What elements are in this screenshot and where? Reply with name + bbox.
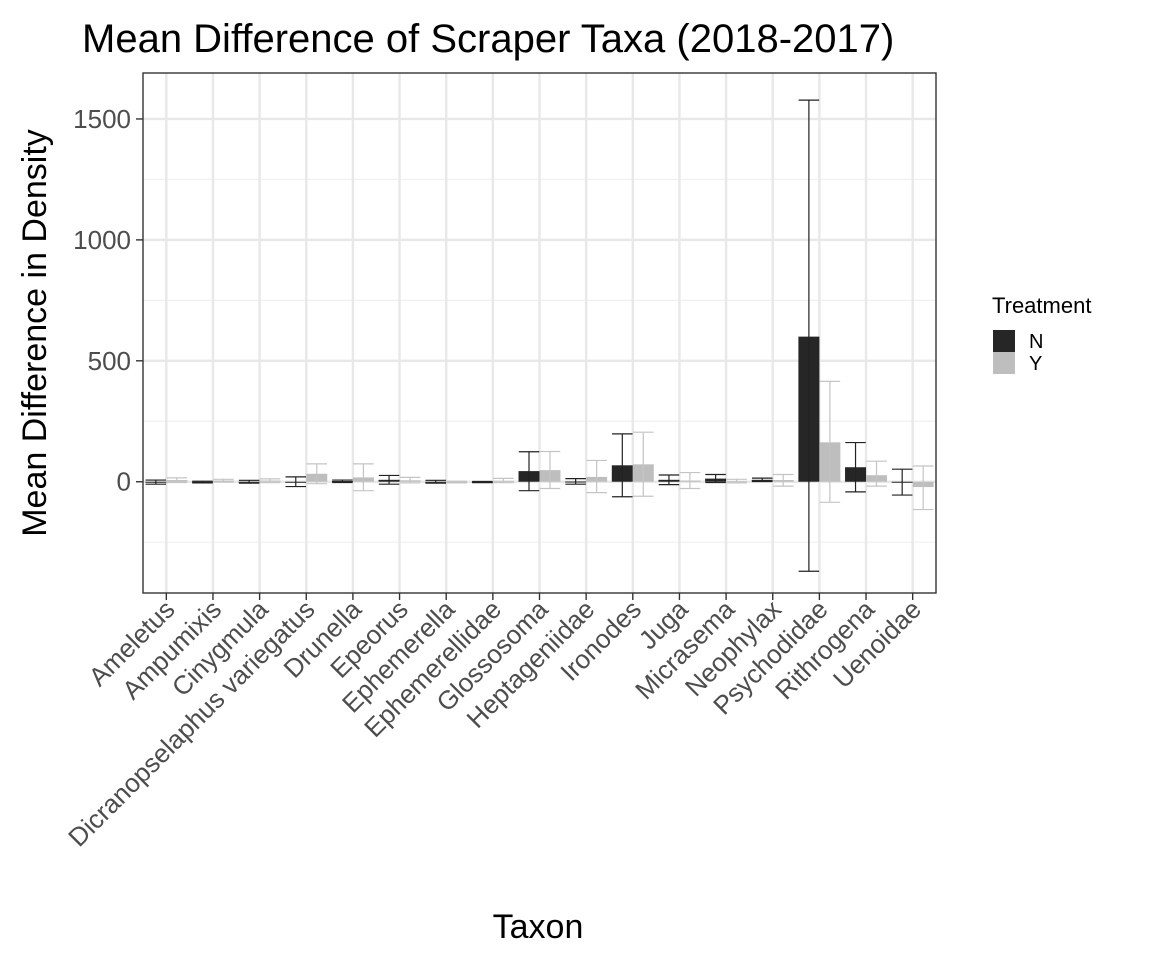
y-tick-label: 0 xyxy=(117,467,131,497)
y-axis-label: Mean Difference in Density xyxy=(16,129,54,537)
legend: Treatment N Y xyxy=(992,293,1091,375)
legend-title: Treatment xyxy=(992,293,1091,318)
y-tick-label: 1500 xyxy=(73,104,131,134)
y-tick-label: 500 xyxy=(88,346,131,376)
legend-label-y: Y xyxy=(1029,353,1042,375)
chart-title: Mean Difference of Scraper Taxa (2018-20… xyxy=(82,17,894,61)
y-tick-label: 1000 xyxy=(73,225,131,255)
legend-swatch-y xyxy=(993,352,1015,374)
x-axis-label: Taxon xyxy=(493,908,584,946)
legend-swatch-n xyxy=(993,330,1015,352)
legend-label-n: N xyxy=(1029,331,1043,353)
plot-area: 050010001500AmeletusAmpumixisCinygmulaDi… xyxy=(62,72,937,852)
